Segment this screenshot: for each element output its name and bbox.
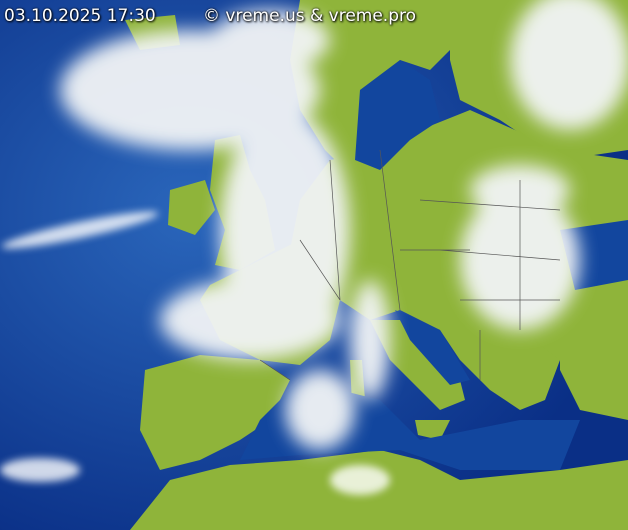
italy xyxy=(370,320,465,410)
cloud-streak-atlantic xyxy=(1,211,159,249)
cloud-streak-southwest xyxy=(0,458,80,482)
country-borders xyxy=(259,149,561,381)
cloud-northeast xyxy=(510,0,628,130)
cloud-streaks xyxy=(0,211,390,495)
cloud-italy xyxy=(350,280,390,400)
cloud-med xyxy=(285,370,355,450)
sicily xyxy=(415,420,450,440)
clouds xyxy=(60,0,628,450)
cloud-france xyxy=(160,280,340,360)
cloud-streak-africa xyxy=(330,465,390,495)
adriatic-sea xyxy=(395,310,470,385)
copyright-label: © vreme.us & vreme.pro xyxy=(203,6,417,26)
balkans-greece xyxy=(440,330,560,410)
turkey xyxy=(560,280,628,420)
timestamp-label: 03.10.2025 17:30 xyxy=(4,6,156,26)
baltic-sea xyxy=(355,60,440,170)
ireland xyxy=(168,180,215,235)
cloud-north xyxy=(210,10,330,70)
iberia xyxy=(140,355,290,470)
